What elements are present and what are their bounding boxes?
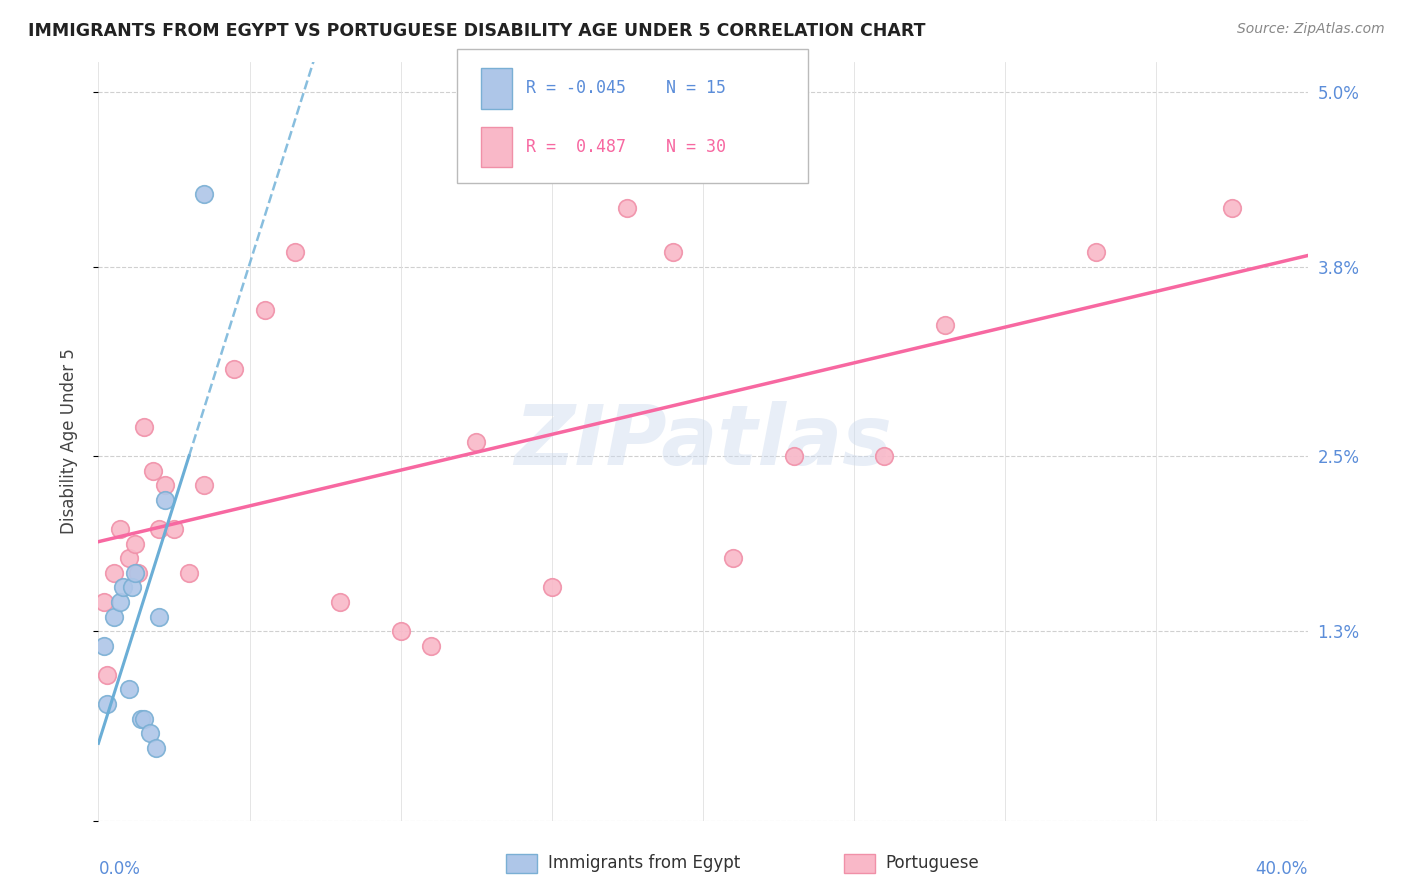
Point xyxy=(145,740,167,755)
Point xyxy=(121,580,143,594)
Point xyxy=(132,420,155,434)
Point xyxy=(93,595,115,609)
Point xyxy=(142,464,165,478)
Text: ZIPatlas: ZIPatlas xyxy=(515,401,891,482)
Point xyxy=(179,566,201,580)
Point xyxy=(96,668,118,682)
Point xyxy=(783,449,806,463)
Point xyxy=(193,186,215,201)
Text: Source: ZipAtlas.com: Source: ZipAtlas.com xyxy=(1237,22,1385,37)
Point xyxy=(661,244,683,259)
Text: Portuguese: Portuguese xyxy=(886,855,980,872)
Point xyxy=(163,522,186,536)
Point xyxy=(284,244,307,259)
Point xyxy=(723,551,745,566)
Point xyxy=(127,566,149,580)
Point xyxy=(124,536,146,550)
Point xyxy=(96,697,118,711)
Point xyxy=(420,639,443,653)
Point xyxy=(193,478,215,492)
Point xyxy=(139,726,162,740)
Point xyxy=(934,318,956,332)
Point xyxy=(108,595,131,609)
Point xyxy=(153,492,176,507)
Point xyxy=(329,595,352,609)
Point xyxy=(111,580,134,594)
Point xyxy=(1085,244,1108,259)
Point xyxy=(153,478,176,492)
Point xyxy=(148,522,170,536)
Text: R = -0.045    N = 15: R = -0.045 N = 15 xyxy=(526,79,725,97)
Y-axis label: Disability Age Under 5: Disability Age Under 5 xyxy=(59,349,77,534)
Point xyxy=(103,609,125,624)
Text: 40.0%: 40.0% xyxy=(1256,860,1308,878)
Point xyxy=(253,303,276,318)
Point xyxy=(873,449,896,463)
Text: Immigrants from Egypt: Immigrants from Egypt xyxy=(548,855,741,872)
Point xyxy=(129,712,152,726)
Point xyxy=(118,551,141,566)
Point xyxy=(132,712,155,726)
Point xyxy=(616,201,638,215)
Point xyxy=(118,682,141,697)
Point xyxy=(124,566,146,580)
Point xyxy=(103,566,125,580)
Point xyxy=(540,580,562,594)
Point xyxy=(224,361,246,376)
Point xyxy=(93,639,115,653)
Text: R =  0.487    N = 30: R = 0.487 N = 30 xyxy=(526,138,725,156)
Text: IMMIGRANTS FROM EGYPT VS PORTUGUESE DISABILITY AGE UNDER 5 CORRELATION CHART: IMMIGRANTS FROM EGYPT VS PORTUGUESE DISA… xyxy=(28,22,925,40)
Point xyxy=(1220,201,1243,215)
Text: 0.0%: 0.0% xyxy=(98,860,141,878)
Point xyxy=(389,624,412,639)
Point xyxy=(148,609,170,624)
Point xyxy=(108,522,131,536)
Point xyxy=(465,434,488,449)
